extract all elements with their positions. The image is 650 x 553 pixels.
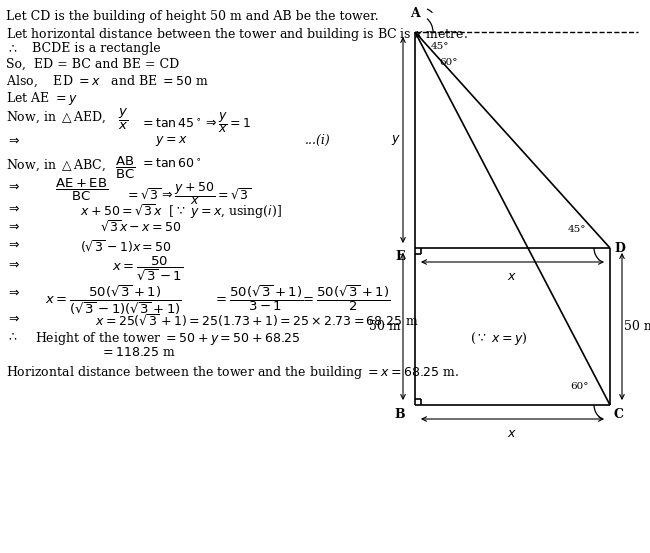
Text: Horizontal distance between the tower and the building $= x = 68.25$ m.: Horizontal distance between the tower an… xyxy=(6,364,459,381)
Text: $x$: $x$ xyxy=(507,270,517,283)
Text: $= \dfrac{50(\sqrt{3}+1)}{2}$: $= \dfrac{50(\sqrt{3}+1)}{2}$ xyxy=(300,283,391,313)
Text: Let AE $= y$: Let AE $= y$ xyxy=(6,90,78,107)
Text: $\Rightarrow$: $\Rightarrow$ xyxy=(6,258,20,271)
Text: $y = x$: $y = x$ xyxy=(155,134,188,148)
Text: 45°: 45° xyxy=(431,42,450,51)
Text: $\therefore$: $\therefore$ xyxy=(6,42,18,55)
Text: $= \sqrt{3} \Rightarrow \dfrac{y+50}{x} = \sqrt{3}$: $= \sqrt{3} \Rightarrow \dfrac{y+50}{x} … xyxy=(125,180,252,207)
Text: So,  ED = BC and BE = CD: So, ED = BC and BE = CD xyxy=(6,58,179,71)
Text: $\Rightarrow$: $\Rightarrow$ xyxy=(6,202,20,215)
Text: Also,    ED $= x$   and BE $= 50$ m: Also, ED $= x$ and BE $= 50$ m xyxy=(6,74,209,90)
Text: $x + 50 = \sqrt{3}x$  [$\because$ $y = x$, using($i$)]: $x + 50 = \sqrt{3}x$ [$\because$ $y = x$… xyxy=(80,202,282,221)
Text: $x = \dfrac{50(\sqrt{3}+1)}{(\sqrt{3}-1)(\sqrt{3}+1)}$: $x = \dfrac{50(\sqrt{3}+1)}{(\sqrt{3}-1)… xyxy=(45,283,182,317)
Text: $\therefore$: $\therefore$ xyxy=(6,330,18,343)
Text: $\sqrt{3}x - x = 50$: $\sqrt{3}x - x = 50$ xyxy=(100,220,181,235)
Text: B: B xyxy=(395,408,405,421)
Text: C: C xyxy=(614,408,624,421)
Text: ($\because$ $x = y$): ($\because$ $x = y$) xyxy=(470,330,528,347)
Text: $\Rightarrow$: $\Rightarrow$ xyxy=(6,180,20,193)
Text: $\Rightarrow$: $\Rightarrow$ xyxy=(6,312,20,325)
Text: $x = 25(\sqrt{3}+1) = 25(1.73 + 1) = 25 \times 2.73 = 68.25$ m: $x = 25(\sqrt{3}+1) = 25(1.73 + 1) = 25 … xyxy=(95,312,419,328)
Text: $x = \dfrac{50}{\sqrt{3} - 1}$: $x = \dfrac{50}{\sqrt{3} - 1}$ xyxy=(112,255,183,283)
Text: $\Rightarrow$: $\Rightarrow$ xyxy=(6,286,20,299)
Text: $y$: $y$ xyxy=(391,133,401,147)
Text: 60°: 60° xyxy=(570,382,588,391)
Text: Height of the tower $= 50 + y = 50 + 68.25$: Height of the tower $= 50 + y = 50 + 68.… xyxy=(35,330,300,347)
Text: Now, in $\triangle$AED,: Now, in $\triangle$AED, xyxy=(6,110,107,126)
Text: Now, in $\triangle$ABC,: Now, in $\triangle$ABC, xyxy=(6,158,106,174)
Text: 45°: 45° xyxy=(568,225,586,234)
Text: $\Rightarrow$: $\Rightarrow$ xyxy=(6,238,20,251)
Text: 50 m: 50 m xyxy=(624,320,650,332)
Text: $\dfrac{\mathrm{AB}}{\mathrm{BC}}$: $\dfrac{\mathrm{AB}}{\mathrm{BC}}$ xyxy=(115,155,135,181)
Text: Let horizontal distance between the tower and building is BC is $x$ metre.: Let horizontal distance between the towe… xyxy=(6,26,468,43)
Text: $\Rightarrow$: $\Rightarrow$ xyxy=(6,220,20,233)
Text: $x$: $x$ xyxy=(507,427,517,440)
Text: $= 118.25$ m: $= 118.25$ m xyxy=(100,346,176,359)
Text: $\Rightarrow$: $\Rightarrow$ xyxy=(6,134,20,147)
Text: 60°: 60° xyxy=(439,58,458,67)
Text: ...(i): ...(i) xyxy=(305,134,331,147)
Text: $= \tan 60^\circ$: $= \tan 60^\circ$ xyxy=(140,158,202,171)
Text: $(\sqrt{3} - 1)x = 50$: $(\sqrt{3} - 1)x = 50$ xyxy=(80,238,172,255)
Text: Let CD is the building of height 50 m and AB be the tower.: Let CD is the building of height 50 m an… xyxy=(6,10,378,23)
Text: $= \dfrac{50(\sqrt{3}+1)}{3-1}$: $= \dfrac{50(\sqrt{3}+1)}{3-1}$ xyxy=(213,283,304,313)
Text: 50 m: 50 m xyxy=(369,320,401,332)
Text: BCDE is a rectangle: BCDE is a rectangle xyxy=(24,42,161,55)
Text: A: A xyxy=(410,7,420,20)
Text: $\dfrac{\mathrm{AE + EB}}{\mathrm{BC}}$: $\dfrac{\mathrm{AE + EB}}{\mathrm{BC}}$ xyxy=(55,177,108,203)
Text: E: E xyxy=(395,250,405,263)
Text: $\dfrac{y}{x}$: $\dfrac{y}{x}$ xyxy=(118,107,128,132)
Text: $= \tan 45^\circ \Rightarrow \dfrac{y}{x} = 1$: $= \tan 45^\circ \Rightarrow \dfrac{y}{x… xyxy=(140,110,252,135)
Text: D: D xyxy=(614,242,625,254)
